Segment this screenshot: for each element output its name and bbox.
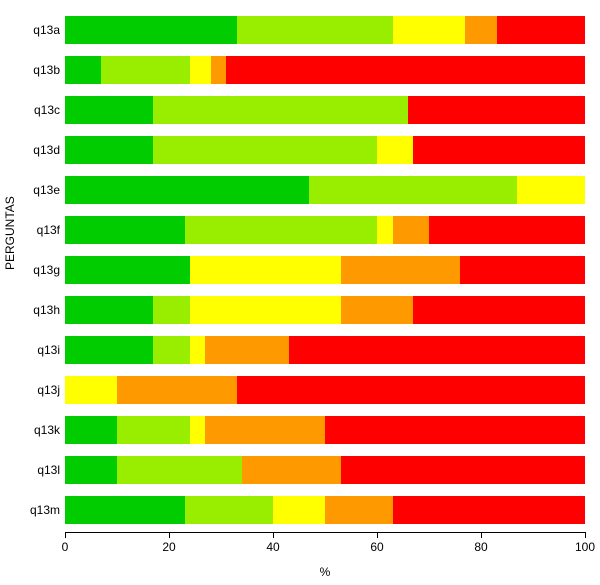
- bar-segment: [205, 416, 325, 445]
- bar-row: [65, 336, 585, 365]
- bar-segment: [273, 496, 325, 525]
- bar-segment: [341, 256, 461, 285]
- bar-row: [65, 296, 585, 325]
- bar-segment: [465, 16, 496, 45]
- bar-segment: [341, 296, 414, 325]
- x-tick-label: 0: [62, 540, 69, 554]
- bar-segment: [226, 56, 585, 85]
- category-label: q13m: [5, 503, 60, 517]
- bar-segment: [413, 136, 585, 165]
- bar-segment: [65, 176, 309, 205]
- bar-segment: [393, 216, 429, 245]
- bar-segment: [237, 16, 393, 45]
- bar-row: [65, 496, 585, 525]
- bar-row: [65, 376, 585, 405]
- bar-segment: [153, 336, 189, 365]
- bar-segment: [65, 96, 153, 125]
- bar-segment: [190, 256, 341, 285]
- category-label: q13e: [5, 183, 60, 197]
- bar-segment: [185, 216, 377, 245]
- bar-segment: [325, 496, 393, 525]
- bar-row: [65, 56, 585, 85]
- bar-segment: [325, 416, 585, 445]
- bar-segment: [65, 496, 185, 525]
- bar-segment: [65, 56, 101, 85]
- x-tick-label: 20: [162, 540, 175, 554]
- bar-segment: [65, 216, 185, 245]
- bar-segment: [190, 56, 211, 85]
- x-tick: [481, 532, 482, 538]
- bar-segment: [429, 216, 585, 245]
- bar-row: [65, 256, 585, 285]
- bar-segment: [65, 336, 153, 365]
- bar-segment: [117, 456, 242, 485]
- bar-segment: [65, 376, 117, 405]
- x-tick-label: 60: [370, 540, 383, 554]
- category-label: q13j: [5, 383, 60, 397]
- bar-segment: [65, 296, 153, 325]
- x-axis-title: %: [65, 565, 585, 579]
- category-label: q13l: [5, 463, 60, 477]
- x-tick-label: 100: [575, 540, 595, 554]
- bar-segment: [377, 216, 393, 245]
- bar-row: [65, 456, 585, 485]
- bar-segment: [101, 56, 189, 85]
- x-tick: [273, 532, 274, 538]
- bar-segment: [65, 256, 190, 285]
- plot-area: [65, 10, 585, 530]
- x-tick-label: 80: [474, 540, 487, 554]
- category-label: q13g: [5, 263, 60, 277]
- x-tick-label: 40: [266, 540, 279, 554]
- bar-segment: [190, 336, 206, 365]
- category-label: q13c: [5, 103, 60, 117]
- bar-segment: [460, 256, 585, 285]
- bar-segment: [341, 456, 585, 485]
- bar-segment: [153, 296, 189, 325]
- bar-segment: [377, 136, 413, 165]
- x-axis-line: [65, 532, 585, 533]
- bar-segment: [408, 96, 585, 125]
- bar-segment: [237, 376, 585, 405]
- bar-segment: [153, 136, 377, 165]
- x-tick: [65, 532, 66, 538]
- bar-segment: [65, 456, 117, 485]
- bar-segment: [153, 96, 408, 125]
- bar-segment: [517, 176, 585, 205]
- bar-segment: [393, 16, 466, 45]
- bar-segment: [211, 56, 227, 85]
- bar-segment: [65, 416, 117, 445]
- x-tick: [377, 532, 378, 538]
- category-label: q13h: [5, 303, 60, 317]
- bar-segment: [309, 176, 517, 205]
- category-label: q13f: [5, 223, 60, 237]
- bar-segment: [497, 16, 585, 45]
- x-tick: [585, 532, 586, 538]
- bar-segment: [117, 416, 190, 445]
- bar-segment: [205, 336, 288, 365]
- category-label: q13b: [5, 63, 60, 77]
- bar-segment: [190, 296, 341, 325]
- bar-segment: [117, 376, 237, 405]
- bar-row: [65, 176, 585, 205]
- bar-segment: [413, 296, 585, 325]
- bar-segment: [65, 136, 153, 165]
- bar-row: [65, 16, 585, 45]
- chart-container: PERGUNTAS q13aq13bq13cq13dq13eq13fq13gq1…: [0, 0, 600, 585]
- category-label: q13d: [5, 143, 60, 157]
- bar-row: [65, 96, 585, 125]
- category-label: q13k: [5, 423, 60, 437]
- bar-segment: [289, 336, 585, 365]
- bar-segment: [393, 496, 585, 525]
- bar-segment: [242, 456, 341, 485]
- category-label: q13a: [5, 23, 60, 37]
- bar-segment: [185, 496, 273, 525]
- bar-row: [65, 416, 585, 445]
- bar-segment: [190, 416, 206, 445]
- bar-segment: [65, 16, 237, 45]
- x-tick: [169, 532, 170, 538]
- bar-row: [65, 136, 585, 165]
- bar-row: [65, 216, 585, 245]
- category-label: q13i: [5, 343, 60, 357]
